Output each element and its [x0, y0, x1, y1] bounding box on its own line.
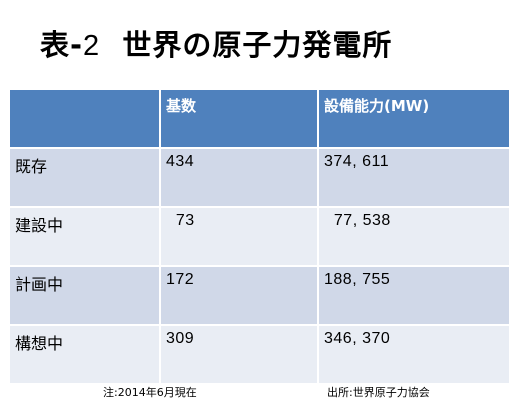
row-label: 建設中 — [10, 207, 161, 267]
source-note: 出所:世界原子力協会 — [327, 386, 430, 399]
row-label: 計画中 — [10, 266, 161, 326]
row-capacity: 374, 611 — [318, 148, 509, 208]
table-row: 既存 434 374, 611 — [10, 148, 509, 208]
header-cell-empty — [10, 90, 161, 149]
title-main: 世界の原子力発電所 — [122, 28, 393, 62]
nuclear-plants-table: 基数 設備能力(MW) 既存 434 374, 611 建設中 73 77, 5… — [10, 90, 509, 385]
table-row: 計画中 172 188, 755 — [10, 266, 509, 326]
row-capacity: 346, 370 — [318, 325, 509, 385]
row-capacity: 77, 538 — [318, 207, 509, 267]
slide-title: 表-2 世界の原子力発電所 — [40, 22, 392, 64]
row-capacity: 188, 755 — [318, 266, 509, 326]
row-label: 構想中 — [10, 325, 161, 385]
row-units: 434 — [160, 148, 319, 208]
row-label: 既存 — [10, 148, 161, 208]
header-cell-capacity: 設備能力(MW) — [318, 90, 509, 149]
header-cell-units: 基数 — [160, 90, 319, 149]
title-prefix: 表- — [40, 28, 84, 62]
table-row: 構想中 309 346, 370 — [10, 325, 509, 385]
date-note: 注:2014年6月現在 — [103, 386, 197, 399]
row-units: 172 — [160, 266, 319, 326]
table-header-row: 基数 設備能力(MW) — [10, 90, 509, 149]
table-row: 建設中 73 77, 538 — [10, 207, 509, 267]
row-units: 73 — [160, 207, 319, 267]
row-units: 309 — [160, 325, 319, 385]
title-number: 2 — [83, 30, 101, 62]
